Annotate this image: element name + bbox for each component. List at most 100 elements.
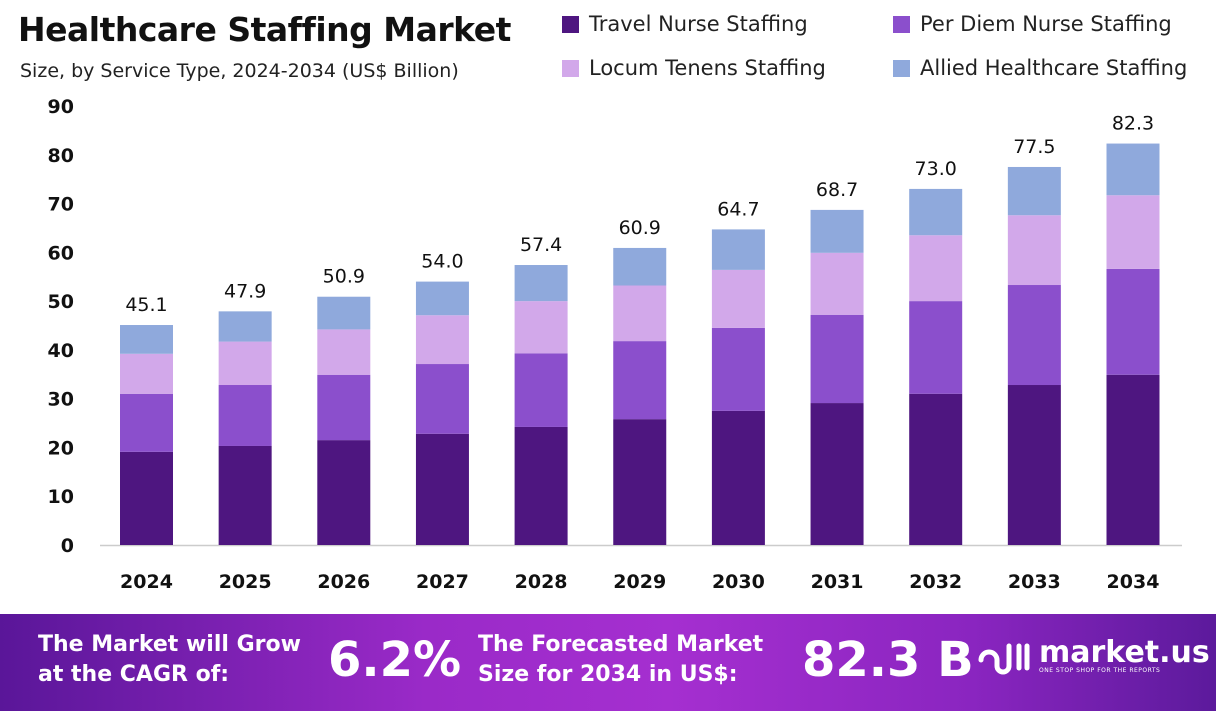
- data-label: 54.0: [421, 251, 463, 273]
- bar-segment-2025-2: [218, 341, 272, 386]
- bar-segment-2029-1: [613, 341, 667, 420]
- bar-segment-2026-3: [317, 296, 371, 330]
- bar-segment-2026-1: [317, 374, 371, 441]
- y-tick-label: 20: [48, 437, 74, 459]
- bar-segment-2024-1: [120, 393, 173, 452]
- y-tick-label: 70: [48, 194, 74, 216]
- bar-segment-2024-2: [120, 353, 173, 394]
- legend-swatch: [893, 59, 910, 77]
- chart-title: Healthcare Staffing Market: [18, 10, 511, 49]
- forecast-value: 82.3 B: [802, 632, 974, 688]
- cagr-label: The Market will Grow at the CAGR of:: [38, 630, 301, 690]
- brand-name: market.us: [1039, 634, 1210, 670]
- x-tick-label: 2026: [317, 571, 370, 593]
- logo-icon: [978, 643, 1030, 675]
- legend-label: Allied Healthcare Staffing: [920, 56, 1188, 80]
- bar-segment-2025-0: [218, 445, 272, 545]
- legend-item-travel: Travel Nurse Staffing: [562, 12, 808, 36]
- bar-segment-2028-3: [514, 265, 568, 302]
- data-label: 68.7: [816, 179, 858, 201]
- bar-segment-2029-3: [613, 247, 667, 286]
- x-tick-label: 2030: [712, 571, 765, 593]
- x-tick-label: 2032: [909, 571, 962, 593]
- data-label: 77.5: [1013, 136, 1055, 158]
- footer-banner: The Market will Grow at the CAGR of: 6.2…: [0, 614, 1216, 711]
- legend-label: Travel Nurse Staffing: [589, 12, 808, 36]
- bar-segment-2028-0: [514, 426, 568, 545]
- bar-segment-2033-1: [1007, 285, 1061, 386]
- market-us-logo: market.us ONE STOP SHOP FOR THE REPORTS: [975, 636, 1210, 676]
- forecast-label-line1: The Forecasted Market: [478, 632, 764, 657]
- bar-segment-2025-3: [218, 311, 272, 342]
- bar-segment-2031-0: [810, 403, 864, 545]
- bar-segment-2029-0: [613, 419, 667, 545]
- bar-segment-2024-3: [120, 325, 173, 354]
- bar-segment-2032-1: [909, 301, 963, 394]
- x-tick-label: 2028: [515, 571, 568, 593]
- data-label: 45.1: [125, 294, 167, 316]
- bar-segment-2027-2: [415, 315, 469, 365]
- forecast-label-line2: Size for 2034 in US$:: [478, 662, 738, 687]
- x-tick-label: 2034: [1107, 571, 1160, 593]
- data-label: 60.9: [619, 217, 661, 239]
- x-tick-label: 2029: [613, 571, 666, 593]
- data-label: 57.4: [520, 234, 562, 256]
- x-tick-label: 2033: [1008, 571, 1061, 593]
- bar-segment-2034-1: [1106, 268, 1160, 375]
- bar-segment-2034-3: [1106, 143, 1160, 196]
- y-tick-label: 0: [61, 535, 74, 557]
- bar-segment-2029-2: [613, 285, 667, 342]
- x-tick-label: 2027: [416, 571, 469, 593]
- y-tick-label: 40: [48, 340, 74, 362]
- x-tick-label: 2031: [811, 571, 864, 593]
- y-tick-label: 50: [48, 291, 74, 313]
- x-tick-label: 2024: [120, 571, 173, 593]
- bar-segment-2031-1: [810, 314, 864, 404]
- bar-segment-2028-1: [514, 353, 568, 427]
- data-label: 47.9: [224, 280, 266, 302]
- bar-segment-2030-3: [711, 229, 765, 270]
- brand-tagline: ONE STOP SHOP FOR THE REPORTS: [1039, 666, 1161, 674]
- bar-segment-2028-2: [514, 301, 568, 354]
- bar-segment-2034-0: [1106, 374, 1160, 545]
- bar-segment-2030-0: [711, 410, 765, 545]
- data-label: 64.7: [717, 198, 759, 220]
- chart-subtitle: Size, by Service Type, 2024-2034 (US$ Bi…: [20, 60, 459, 82]
- bar-segment-2024-0: [120, 451, 173, 545]
- bar-segment-2031-3: [810, 209, 864, 253]
- x-tick-label: 2025: [219, 571, 272, 593]
- bar-segment-2026-2: [317, 329, 371, 375]
- legend-swatch: [562, 15, 579, 33]
- bar-segment-2032-3: [909, 188, 963, 236]
- stacked-bar-chart: 010203040506070809045.1202447.9202550.92…: [48, 96, 1182, 593]
- cagr-value: 6.2%: [328, 632, 462, 688]
- bar-segment-2032-0: [909, 393, 963, 545]
- bar-segment-2034-2: [1106, 195, 1160, 269]
- bar-segment-2032-2: [909, 235, 963, 302]
- bar-segment-2025-1: [218, 385, 272, 446]
- bar-segment-2033-3: [1007, 166, 1061, 216]
- y-tick-label: 90: [48, 96, 74, 118]
- legend-swatch: [562, 59, 579, 77]
- bar-segment-2033-0: [1007, 385, 1061, 545]
- cagr-label-line1: The Market will Grow: [38, 632, 301, 657]
- bar-segment-2031-2: [810, 252, 864, 315]
- data-label: 73.0: [915, 158, 957, 180]
- y-tick-label: 10: [48, 486, 74, 508]
- bar-segment-2030-2: [711, 269, 765, 328]
- legend-item-per-diem: Per Diem Nurse Staffing: [893, 12, 1172, 36]
- legend-item-locum: Locum Tenens Staffing: [562, 56, 826, 80]
- legend-label: Locum Tenens Staffing: [589, 56, 826, 80]
- bar-segment-2026-0: [317, 440, 371, 545]
- cagr-label-line2: at the CAGR of:: [38, 662, 230, 687]
- bar-segment-2033-2: [1007, 215, 1061, 286]
- legend-label: Per Diem Nurse Staffing: [920, 12, 1172, 36]
- data-label: 50.9: [323, 266, 365, 288]
- legend-item-allied: Allied Healthcare Staffing: [893, 56, 1187, 80]
- y-tick-label: 30: [48, 389, 74, 411]
- legend-swatch: [893, 15, 910, 33]
- bar-segment-2027-0: [415, 433, 469, 545]
- bar-segment-2027-1: [415, 364, 469, 434]
- bar-segment-2030-1: [711, 327, 765, 411]
- y-tick-label: 80: [48, 145, 74, 167]
